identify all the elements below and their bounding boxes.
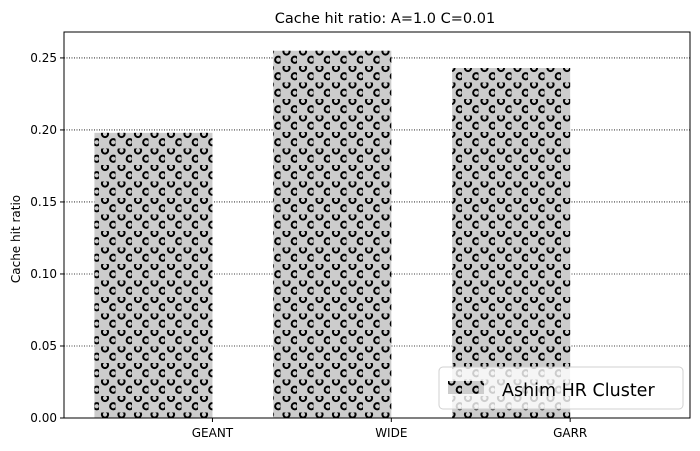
legend-label: Ashim HR Cluster: [502, 381, 655, 401]
bar-garr: [452, 68, 571, 419]
axes: [63, 31, 691, 419]
y-tick-label: 0.15: [30, 195, 57, 209]
y-tick-label: 0.10: [30, 267, 57, 281]
y-tick-label: 0.00: [30, 411, 57, 425]
legend: Ashim HR Cluster: [438, 366, 684, 410]
x-tick-label: GEANT: [192, 426, 234, 440]
y-tick-label: 0.20: [30, 123, 57, 137]
bar-geant: [94, 132, 213, 418]
plot-frame: [63, 31, 691, 419]
bar-hatch: [452, 68, 571, 419]
y-ticks: 0.00 0.05 0.10 0.15 0.20 0.25: [30, 51, 64, 425]
y-tick-label: 0.05: [30, 339, 57, 353]
legend-frame: [438, 366, 684, 410]
y-tick-label: 0.25: [30, 51, 57, 65]
x-tick-label: WIDE: [375, 426, 407, 440]
bar-hatch: [94, 132, 213, 418]
bars: [94, 50, 571, 419]
x-ticks: GEANT WIDE GARR: [192, 418, 587, 440]
bar-wide: [273, 50, 392, 419]
x-tick-label: GARR: [553, 426, 587, 440]
y-axis-label: Cache hit ratio: [9, 195, 23, 283]
legend-swatch-hatch: [448, 381, 484, 394]
bar-hatch: [273, 50, 392, 419]
chart-title: Cache hit ratio: A=1.0 C=0.01: [275, 11, 495, 27]
